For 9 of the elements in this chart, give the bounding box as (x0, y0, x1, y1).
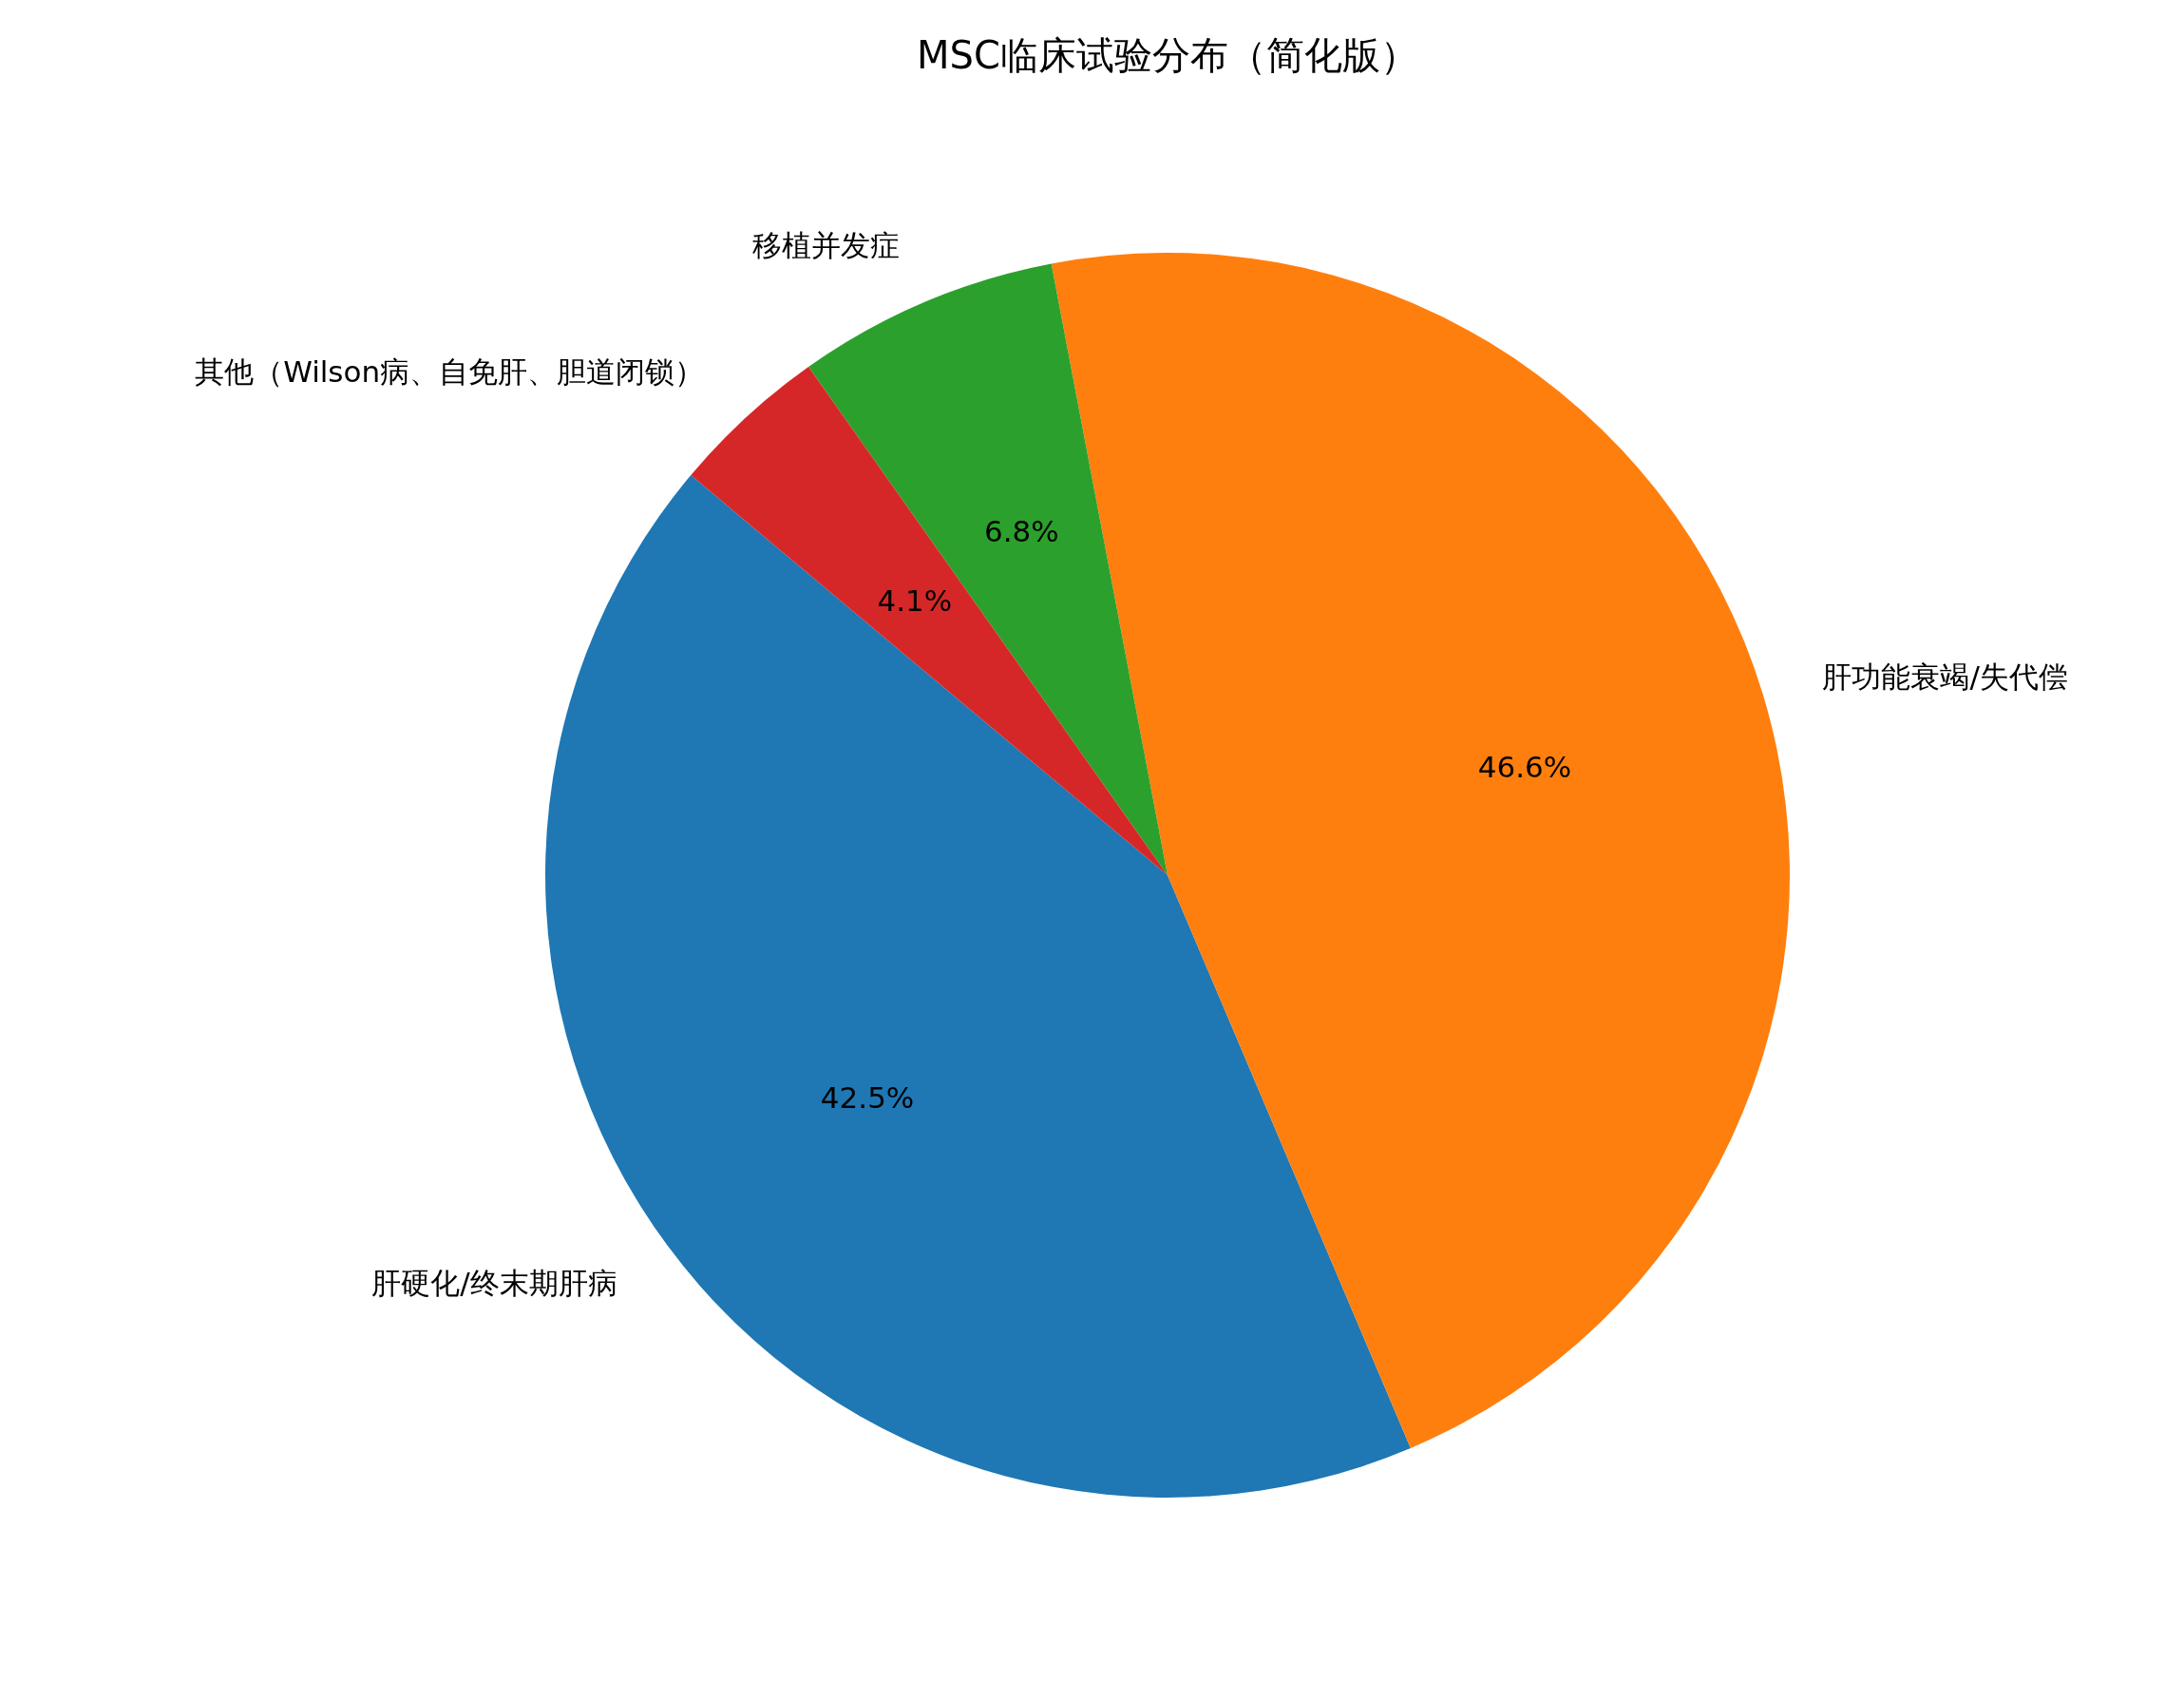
chart-title: MSC临床试验分布（简化版） (917, 33, 1418, 77)
slice-label: 移植并发症 (752, 227, 901, 262)
slice-label: 肝硬化/终末期肝病 (371, 1265, 617, 1300)
slice-label: 肝功能衰竭/失代偿 (1822, 659, 2068, 694)
data-label: 6.8% (984, 514, 1059, 549)
data-label: 42.5% (820, 1079, 915, 1115)
slice-label: 其他（Wilson病、自免肝、胆道闭锁） (195, 353, 705, 389)
data-label: 46.6% (1477, 749, 1572, 784)
data-label: 4.1% (877, 583, 953, 618)
